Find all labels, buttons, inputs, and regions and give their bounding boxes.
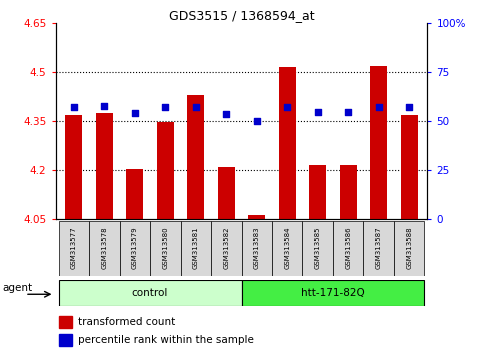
Bar [242,221,272,276]
Bar [181,221,211,276]
Text: agent: agent [3,282,33,293]
Bar [59,316,72,328]
Text: control: control [132,288,168,298]
Text: GSM313588: GSM313588 [406,226,412,269]
Bar [302,221,333,276]
Bar [89,221,120,276]
Point [344,110,352,115]
Bar [150,221,181,276]
Text: GSM313581: GSM313581 [193,226,199,269]
Bar [333,221,363,276]
Bar [187,95,204,219]
Point [222,112,230,117]
Text: GSM313584: GSM313584 [284,226,290,269]
Bar [401,115,417,219]
Bar [157,122,174,219]
Bar [279,67,296,219]
Text: GSM313582: GSM313582 [223,226,229,269]
Text: GSM313580: GSM313580 [162,226,168,269]
Text: percentile rank within the sample: percentile rank within the sample [78,335,254,345]
Bar [66,115,82,219]
Text: GSM313579: GSM313579 [132,226,138,269]
Point [100,103,108,108]
Point [314,110,322,115]
Bar [58,280,242,306]
Text: GSM313583: GSM313583 [254,226,260,269]
Point [192,104,199,109]
Point [161,105,169,110]
Title: GDS3515 / 1368594_at: GDS3515 / 1368594_at [169,9,314,22]
Bar [242,280,425,306]
Bar [309,165,326,219]
Point [375,104,383,109]
Bar [370,65,387,219]
Bar [59,334,72,346]
Point [131,110,139,116]
Bar [127,169,143,219]
Bar [96,113,113,219]
Bar [363,221,394,276]
Text: GSM313585: GSM313585 [315,226,321,269]
Text: GSM313586: GSM313586 [345,226,351,269]
Text: GSM313577: GSM313577 [71,226,77,269]
Point [284,104,291,109]
Text: GSM313578: GSM313578 [101,226,107,269]
Bar [272,221,302,276]
Point [253,118,261,124]
Bar [340,165,356,219]
Point [70,104,78,109]
Text: htt-171-82Q: htt-171-82Q [301,288,365,298]
Point [405,104,413,109]
Bar [218,167,235,219]
Bar [120,221,150,276]
Bar [394,221,425,276]
Bar [248,215,265,219]
Text: transformed count: transformed count [78,317,175,327]
Text: GSM313587: GSM313587 [376,226,382,269]
Bar [211,221,242,276]
Bar [58,221,89,276]
